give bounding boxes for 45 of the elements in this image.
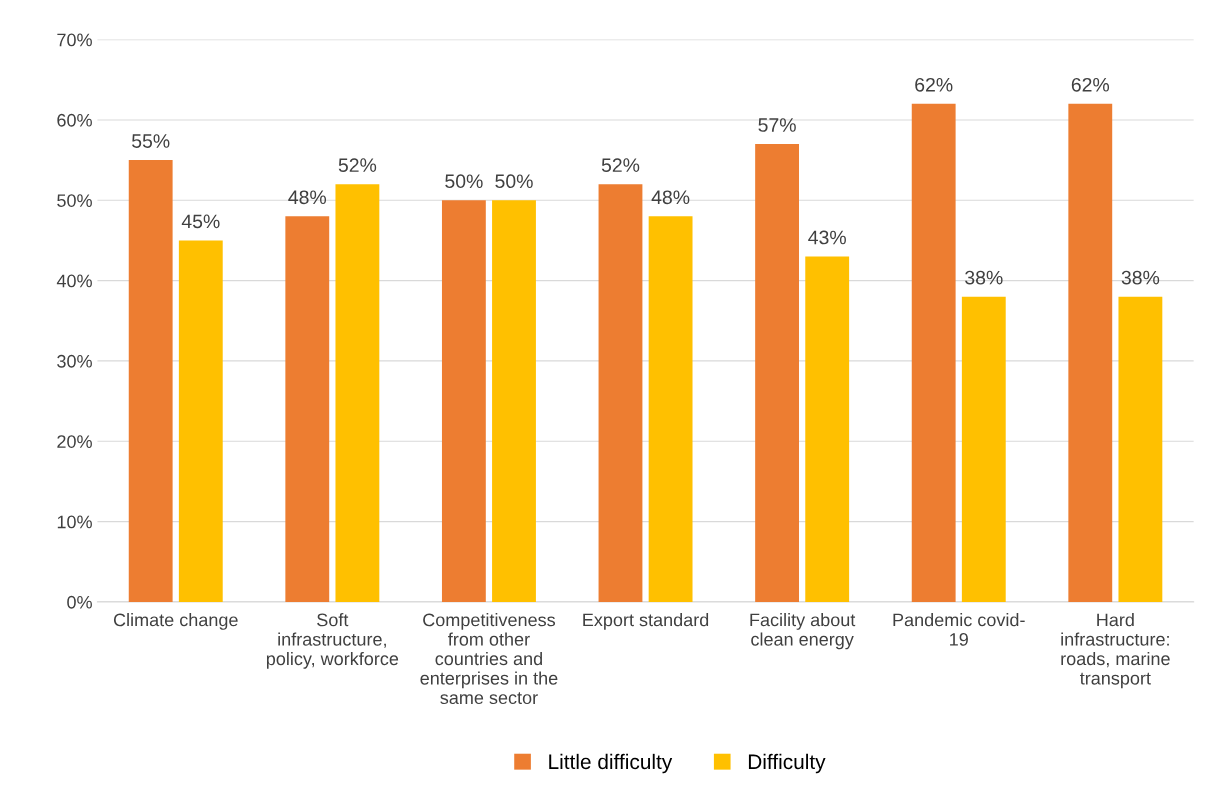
- bar: [441, 200, 486, 602]
- bar: [1068, 103, 1113, 602]
- y-tick-label: 60%: [57, 113, 92, 127]
- data-label: 38%: [1121, 270, 1160, 285]
- x-tick-label: Pandemic covid- 19: [893, 613, 1025, 646]
- bar: [178, 240, 223, 602]
- bar: [335, 184, 380, 602]
- data-label: 52%: [338, 158, 377, 173]
- bar: [285, 216, 330, 602]
- bar: [492, 200, 536, 602]
- x-tick-label: Soft infrastructure, policy, workforce: [266, 613, 399, 669]
- y-tick-label: 40%: [56, 274, 92, 288]
- y-tick-label: 70%: [57, 33, 92, 47]
- data-label: 57%: [758, 118, 796, 132]
- legend-label: Little difficulty: [549, 753, 673, 774]
- y-tick-label: 10%: [57, 515, 92, 529]
- data-label: 55%: [132, 134, 170, 148]
- data-label: 45%: [181, 214, 220, 229]
- data-label: 62%: [915, 77, 953, 92]
- y-tick-label: 30%: [57, 354, 92, 368]
- legend-label: Difficulty: [748, 753, 826, 774]
- data-label: 43%: [808, 230, 846, 245]
- data-label: 48%: [651, 190, 690, 205]
- bar: [128, 160, 173, 602]
- bar: [1118, 296, 1163, 602]
- y-tick-label: 20%: [57, 435, 92, 448]
- x-tick-label: Facility about clean energy: [750, 613, 856, 650]
- x-tick-label: Export standard: [583, 613, 709, 630]
- y-tick-label: 50%: [57, 194, 92, 207]
- bar: [805, 256, 850, 602]
- data-label: 38%: [965, 270, 1003, 285]
- data-label: 50%: [495, 174, 533, 189]
- data-label: 62%: [1071, 77, 1110, 92]
- x-tick-label: Climate change: [113, 613, 238, 630]
- bar: [911, 103, 956, 602]
- bar: [598, 184, 643, 602]
- data-label: 52%: [601, 158, 640, 173]
- x-tick-label: Competitiveness from other countries and enterprises in the same sector: [420, 613, 558, 705]
- y-tick-label: 0%: [67, 595, 92, 609]
- bar: [648, 216, 693, 602]
- bar: [961, 296, 1006, 602]
- x-tick-label: Hard infrastructure: roads, marine transport: [1061, 613, 1170, 689]
- data-label: 48%: [288, 190, 327, 205]
- bar: [755, 144, 800, 602]
- data-label: 50%: [445, 174, 483, 189]
